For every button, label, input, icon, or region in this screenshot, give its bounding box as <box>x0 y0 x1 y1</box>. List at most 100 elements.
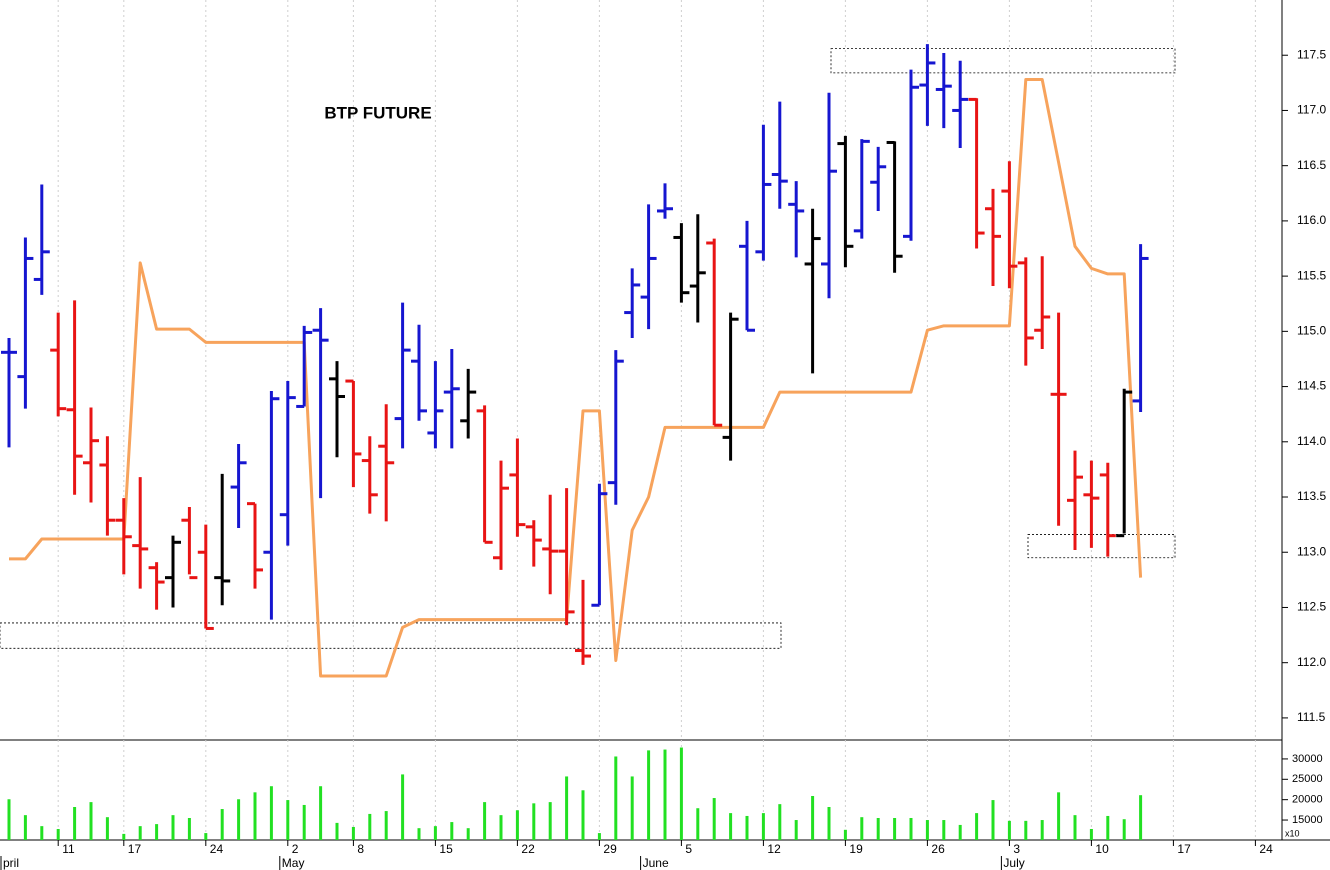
volume-bar <box>745 815 749 840</box>
volume-bar <box>269 786 273 840</box>
volume-bar <box>532 803 536 840</box>
y-tick-label: 114.5 <box>1297 379 1326 393</box>
volume-bar <box>466 828 470 840</box>
x-tick-label: 22 <box>521 842 535 856</box>
x-tick-label: 5 <box>685 842 692 856</box>
y-tick-label: 115.5 <box>1297 268 1326 282</box>
volume-bar <box>1139 795 1143 840</box>
volume-bar <box>778 804 782 840</box>
volume-bar <box>319 786 323 840</box>
y-tick-label: 112.0 <box>1297 655 1326 669</box>
volume-bar <box>401 774 405 840</box>
volume-bar <box>679 747 683 840</box>
month-label: pril <box>3 856 19 870</box>
volume-bar <box>286 800 290 840</box>
overlay-line <box>9 78 1143 678</box>
volume-bar <box>73 807 77 840</box>
volume-bar <box>515 810 519 840</box>
volume-bar <box>237 799 241 840</box>
volume-bar <box>155 824 159 840</box>
volume-bar <box>729 813 733 840</box>
volume-bar <box>351 826 355 840</box>
volume-bar <box>794 820 798 840</box>
x-tick-label: 17 <box>128 842 142 856</box>
volume-bar <box>204 833 208 840</box>
y-tick-label: 20000 <box>1292 794 1323 806</box>
y-tick-label: 25000 <box>1292 773 1323 785</box>
volume-bar <box>368 813 372 840</box>
volume-bar <box>1024 820 1028 840</box>
volume-bar <box>827 807 831 840</box>
x-tick-label: 29 <box>603 842 617 856</box>
y-tick-label: 113.0 <box>1297 544 1326 558</box>
volume-bar <box>302 804 306 840</box>
y-tick-label: 115.0 <box>1297 324 1326 338</box>
volume-bar <box>991 800 995 840</box>
x-tick-label: 12 <box>767 842 781 856</box>
volume-bar <box>548 802 552 840</box>
volume-bar <box>876 818 880 840</box>
volume-bar <box>138 826 142 840</box>
volume-bar <box>712 798 716 840</box>
volume-bar <box>433 826 437 840</box>
volume-bar <box>499 815 503 840</box>
volume-bar <box>1089 829 1093 840</box>
volume-bar <box>89 802 93 840</box>
volume-bar <box>483 802 487 840</box>
volume-bar <box>335 822 339 840</box>
x-tick-label: 24 <box>210 842 224 856</box>
volume-bar <box>811 796 815 840</box>
x-tick-label: 15 <box>439 842 453 856</box>
volume-bar <box>647 750 651 840</box>
x-tick-label: 17 <box>1177 842 1191 856</box>
y-tick-label: 112.5 <box>1297 600 1326 614</box>
scale-label: x10 <box>1285 828 1300 838</box>
zone <box>0 622 782 649</box>
month-label: July <box>1003 856 1024 870</box>
y-tick-label: 117.0 <box>1297 103 1326 117</box>
y-tick-label: 15000 <box>1292 814 1323 826</box>
volume-bar <box>1040 820 1044 840</box>
x-tick-label: 19 <box>849 842 863 856</box>
volume-bar <box>761 813 765 840</box>
volume-bar <box>171 815 175 840</box>
volume-bar <box>597 833 601 840</box>
y-tick-label: 114.0 <box>1297 434 1326 448</box>
y-tick-label: 113.5 <box>1297 489 1326 503</box>
volume-bar <box>614 756 618 840</box>
volume-bar <box>843 829 847 840</box>
volume-bar <box>565 776 569 840</box>
month-label: May <box>282 856 305 870</box>
volume-bar <box>630 776 634 840</box>
volume-bar <box>417 828 421 840</box>
volume-bar <box>696 808 700 840</box>
month-label: June <box>643 856 669 870</box>
volume-bar <box>450 822 454 840</box>
y-tick-label: 30000 <box>1292 753 1323 765</box>
volume-bar <box>975 813 979 840</box>
volume-bar <box>1106 815 1110 840</box>
zone <box>1027 534 1176 559</box>
volume-bar <box>925 820 929 840</box>
volume-bar <box>105 817 109 840</box>
y-tick-label: 116.5 <box>1297 158 1326 172</box>
volume-bar <box>1122 819 1126 840</box>
volume-bar <box>187 818 191 840</box>
x-tick-label: 3 <box>1013 842 1020 856</box>
volume-bar <box>56 829 60 840</box>
volume-bar <box>1057 792 1061 840</box>
volume-bar <box>909 818 913 840</box>
x-tick-label: 11 <box>62 842 75 856</box>
volume-bar <box>860 817 864 840</box>
chart-title: BTP FUTURE <box>324 103 431 122</box>
volume-bar <box>7 799 11 840</box>
volume-bar <box>958 824 962 840</box>
x-tick-label: 8 <box>357 842 364 856</box>
volume-bar <box>253 792 257 840</box>
y-tick-label: 111.5 <box>1297 710 1326 724</box>
volume-bar <box>893 818 897 840</box>
y-tick-label: 117.5 <box>1297 47 1326 61</box>
x-tick-label: 24 <box>1259 842 1273 856</box>
volume-bar <box>663 749 667 840</box>
